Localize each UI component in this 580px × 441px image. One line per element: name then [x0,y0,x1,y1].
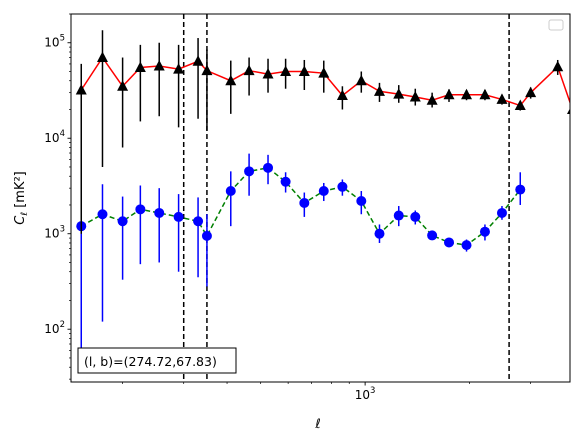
blue-point [117,216,128,227]
legend-box [548,19,564,31]
black-triangle-point [525,86,537,98]
x-tick-label-base: 10 [355,388,370,402]
annotation-box: (l, b)=(274.72,67.83) [77,347,237,374]
blue-point [410,211,421,222]
y-tick-label: 103 [44,225,65,241]
y-tick-label-base: 10 [44,322,59,336]
blue-point [299,197,310,208]
blue-point [97,209,108,220]
y-tick-label-base: 10 [44,227,59,241]
black-triangle-point [75,83,87,95]
annotation-frame [77,347,237,374]
vertical-lines [182,14,510,382]
black-triangle-point [461,88,473,100]
black-triangle-point [192,55,204,66]
black-triangle-point [225,74,237,86]
blue-point [154,207,165,218]
red-line [80,56,570,107]
black-triangle-point [443,88,455,100]
blue-point [280,176,291,187]
black-triangle-point [280,65,292,76]
y-axis-label-main: C [13,215,28,225]
blue-point [135,204,146,215]
black-triangle-point [552,60,564,72]
black-triangle-point [201,64,213,76]
black-triangle-point [318,67,330,78]
blue-point [461,240,472,251]
plot-frame [70,13,571,383]
annotation-text: (l, b)=(274.72,67.83) [84,354,217,369]
black-triangle-point [96,51,108,63]
blue-point [496,207,507,218]
blue-point [263,162,274,173]
y-tick-label-exponent: 3 [60,225,65,235]
black-triangle-point [173,63,185,74]
blue-point [444,237,455,248]
black-triangle-point [514,99,526,111]
blue-point [427,230,438,241]
blue-point [173,211,184,222]
black-triangle-point [496,93,508,104]
blue-point [244,166,255,177]
blue-point [337,181,348,192]
black-triangle-point [117,80,129,91]
blue-point [201,230,212,241]
black-triangle-point [134,61,146,73]
y-tick-label: 105 [44,34,65,50]
blue-point [374,228,385,239]
blue-point [225,186,236,197]
x-tick-label-exponent: 3 [370,386,375,396]
black-triangle-point [426,94,438,105]
y-tick-label: 104 [44,129,65,145]
y-tick-label-exponent: 5 [60,34,65,44]
plot-background [71,14,570,382]
y-tick-label: 102 [44,320,65,336]
blue-point [356,196,367,207]
black-triangle-point [355,74,367,86]
black-triangle-point [566,108,570,114]
blue-point [318,186,329,197]
y-tick-label-exponent: 2 [60,320,65,330]
y-axis-label-unit: [mK²] [13,171,28,208]
y-axis-label-sub: ℓ [20,212,30,217]
black-triangle-point [393,88,405,99]
series-layer [75,30,570,368]
blue-point [393,210,404,221]
black-triangle-point [336,89,348,101]
blue-point [515,184,526,195]
y-tick-label-base: 10 [44,36,59,50]
black-triangle-point [243,64,255,76]
black-triangle-point [153,60,165,71]
black-triangle-point [373,85,385,96]
black-triangle-point [298,65,310,76]
blue-point [479,226,490,237]
black-triangle-point [409,91,421,102]
black-triangle-point [479,88,491,100]
x-axis-label: ℓ [314,417,320,432]
y-tick-label-exponent: 4 [60,129,65,139]
x-tick-label: 103 [355,386,376,402]
blue-point [193,216,204,227]
y-axis-label: Cℓ [mK²] [13,171,30,224]
y-tick-label-base: 10 [44,131,59,145]
black-triangle-point [262,68,274,79]
